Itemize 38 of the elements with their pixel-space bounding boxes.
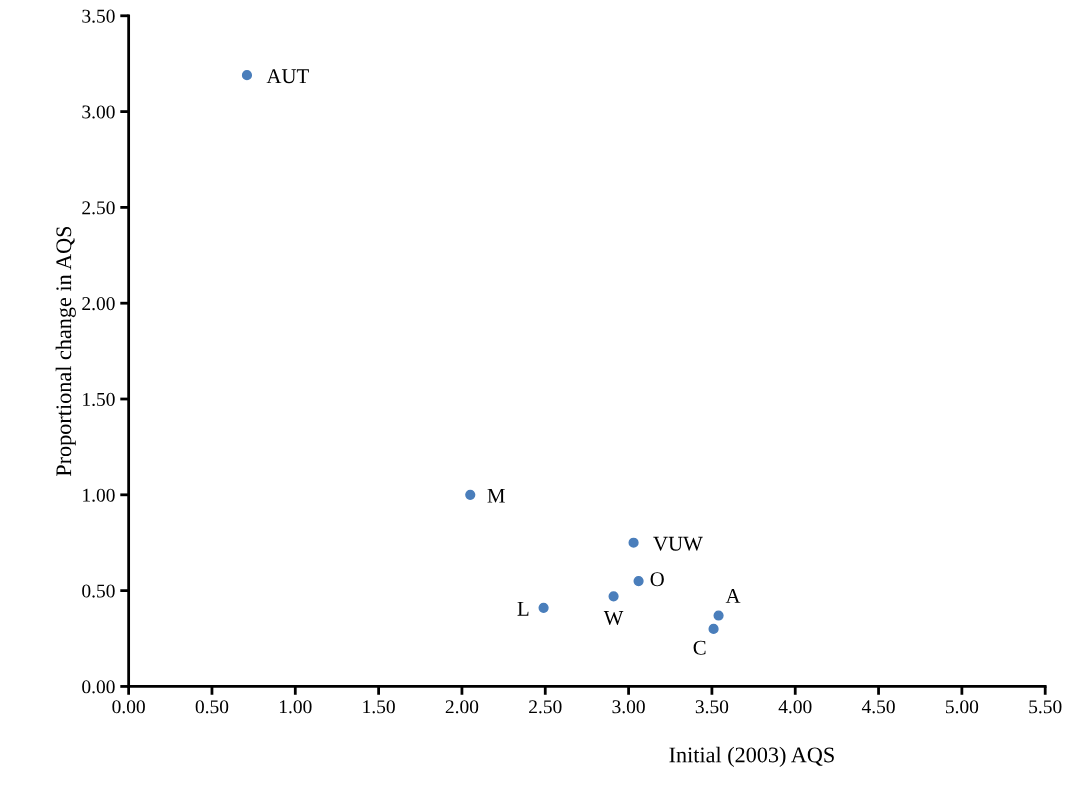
x-tick-label: 0.00: [112, 700, 145, 714]
x-tick-label: 1.00: [279, 700, 312, 714]
point: [713, 610, 724, 621]
x-axis-title: Initial (2003) AQS: [669, 746, 834, 767]
y-tick-label: 0.50: [82, 584, 115, 598]
y-tick-label: 3.50: [82, 9, 115, 23]
x-tick-label: 0.50: [195, 700, 229, 714]
point: [608, 591, 619, 602]
x-tick-label: 1.50: [363, 700, 395, 714]
y-axis-title: Proportional change in AQS: [55, 226, 76, 477]
y-tick-label: 0.00: [82, 680, 115, 694]
annotation: O: [650, 572, 664, 587]
x-tick-label: 4.00: [778, 700, 812, 714]
point: [628, 537, 639, 548]
point: [538, 602, 549, 613]
annotation: W: [603, 611, 624, 626]
point: [465, 489, 476, 500]
annotation: L: [517, 602, 529, 616]
y-tick-label: 1.50: [83, 392, 115, 407]
point: [708, 623, 719, 635]
annotation: VUW: [653, 536, 703, 551]
annotation: AUT: [266, 69, 309, 84]
y-tick-label: 2.50: [82, 201, 115, 215]
x-tick-label: 3.00: [612, 700, 645, 714]
x-tick-label: 2.50: [529, 700, 562, 714]
annotation: M: [487, 488, 505, 503]
y-tick-label: 3.00: [82, 105, 115, 119]
point: [633, 575, 644, 587]
x-tick-label: 4.50: [861, 700, 895, 714]
x-tick-label: 5.00: [945, 700, 979, 714]
x-tick-label: 5.50: [1029, 700, 1062, 714]
x-tick-label: 3.50: [695, 700, 729, 714]
annotation: C: [693, 640, 706, 655]
x-tick-label: 2.00: [445, 700, 479, 714]
annotation: A: [725, 589, 741, 603]
y-tick-label: 2.00: [82, 297, 115, 311]
point: [241, 70, 253, 81]
y-tick-label: 1.00: [83, 488, 115, 502]
